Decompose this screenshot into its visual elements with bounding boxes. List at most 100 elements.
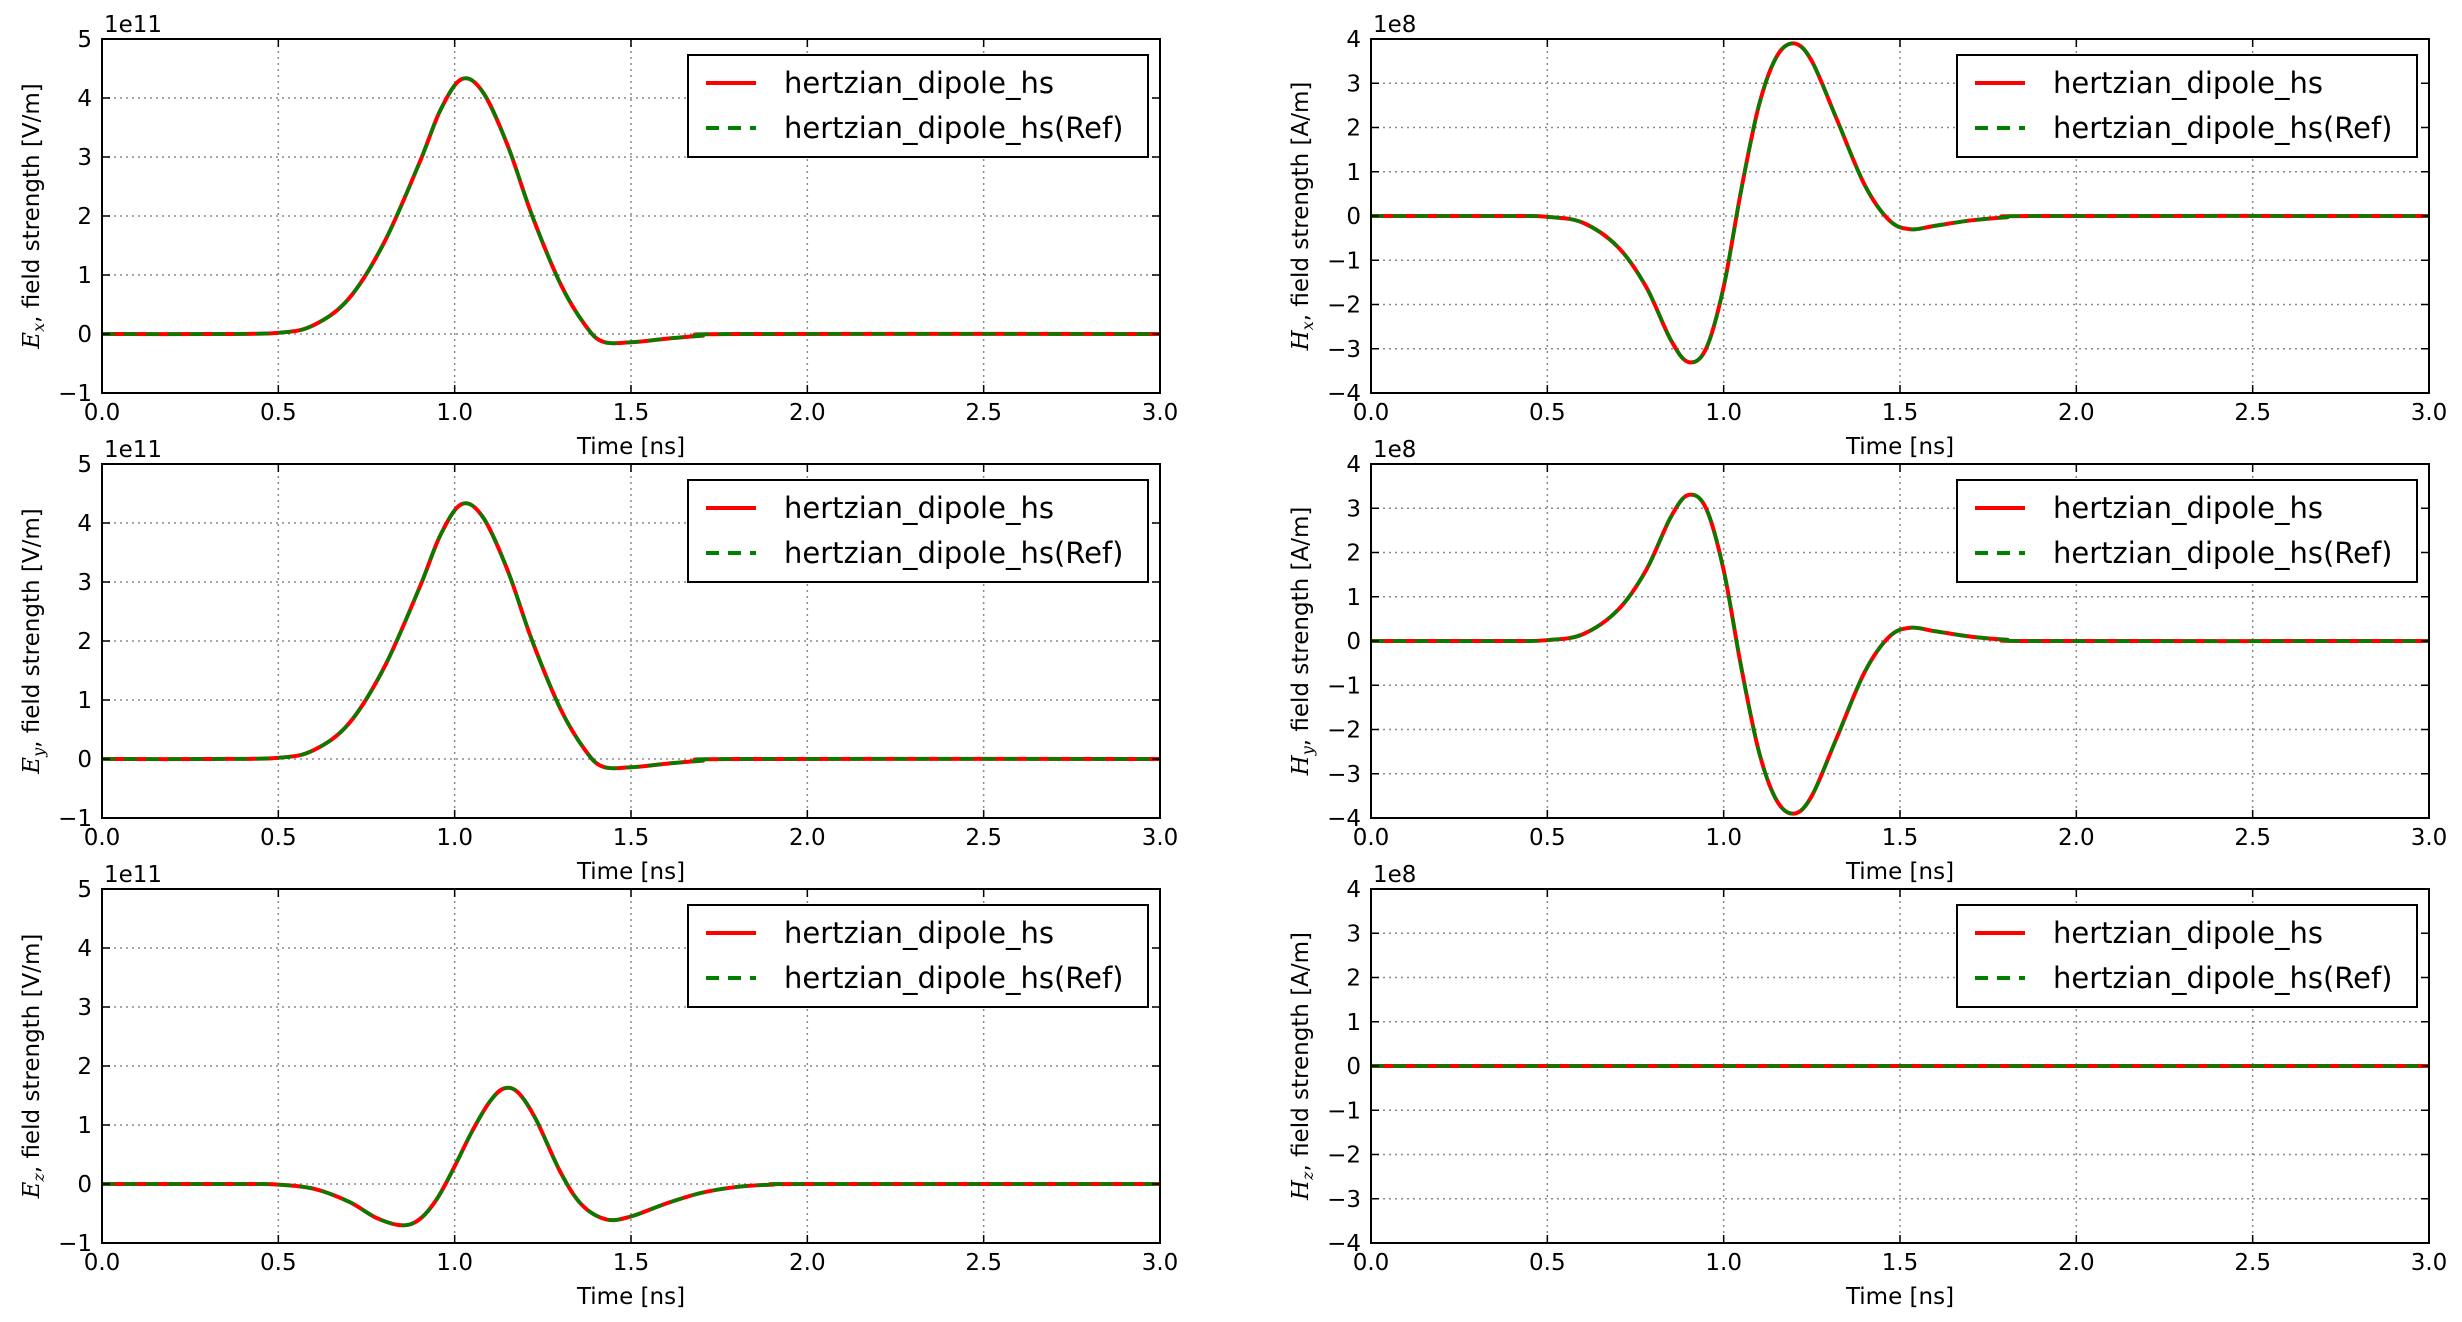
y-tick-label: −1 [1327,1098,1361,1124]
legend-box [1956,904,2418,1008]
y-tick-label: 2 [1346,116,1361,142]
y-tick-label: −1 [1327,673,1361,699]
legend-label-model: hertzian_dipole_hs [2053,491,2323,525]
x-tick-label: 1.0 [436,825,473,851]
y-tick-label: −1 [58,381,92,407]
x-tick-label: 1.5 [613,825,650,851]
legend-box [687,54,1149,158]
y-axis-label-symbol: E [19,1181,45,1199]
y-axis-label-text: , field strength [A/m] [1288,507,1314,747]
x-tick-label: 1.0 [436,1250,473,1276]
x-tick-label: 2.0 [789,1250,826,1276]
legend: hertzian_dipole_hs hertzian_dipole_hs(Ref… [1956,54,2418,158]
x-tick-label: 2.5 [2234,1250,2271,1276]
series-line-reference [101,1085,1161,1228]
x-tick-label: 2.0 [789,825,826,851]
offset-label: 1e8 [1373,12,1416,38]
x-tick-label: 0.5 [1529,400,1566,426]
offset-label: 1e11 [104,437,162,463]
x-tick-label: 3.0 [1142,400,1179,426]
x-tick-label: 1.0 [1705,400,1742,426]
y-tick-label: −3 [1327,762,1361,788]
panel-ex: 0.0 0.5 1.0 1.5 2.0 2.5 3.0 −1 0 1 2 3 4 5 1e11 Time [n… [19,12,1178,460]
y-axis-label-subscript: z [1298,1171,1317,1181]
x-tick-label: 3.0 [1142,825,1179,851]
y-tick-label: 4 [77,936,92,962]
offset-label: 1e11 [104,862,162,888]
series-line-reference [101,76,1161,345]
legend-label-model: hertzian_dipole_hs [2053,916,2323,950]
y-tick-label: −2 [1327,1143,1361,1169]
y-tick-label: 1 [77,688,92,714]
legend-label-reference: hertzian_dipole_hs(Ref) [2053,961,2392,995]
legend: hertzian_dipole_hs hertzian_dipole_hs(Ref… [687,904,1149,1008]
y-axis-label: Ex, field strength [V/m] [19,83,48,349]
y-tick-label: 5 [77,27,92,53]
x-tick-label: 0.0 [84,1250,121,1276]
y-tick-label: 1 [1346,160,1361,186]
y-tick-label: −1 [58,806,92,832]
x-tick-label: 2.5 [965,400,1002,426]
series-line-reference [1370,41,2430,365]
x-tick-label: 0.0 [84,825,121,851]
panel-hz: 0.0 0.5 1.0 1.5 2.0 2.5 3.0 −4 −3 −2 −1 0 1 2 3 4 1e8 Tim… [1288,862,2447,1310]
y-tick-label: 1 [77,1113,92,1139]
y-tick-label: −2 [1327,293,1361,319]
y-tick-label: 3 [77,145,92,171]
legend-label-model: hertzian_dipole_hs [784,916,1054,950]
x-tick-label: 1.0 [436,400,473,426]
x-tick-label: 0.0 [1353,1250,1390,1276]
x-tick-label: 3.0 [2411,825,2448,851]
y-tick-label: 2 [1346,966,1361,992]
x-tick-label: 3.0 [1142,1250,1179,1276]
x-tick-label: 1.5 [1882,1250,1919,1276]
legend-label-reference: hertzian_dipole_hs(Ref) [784,111,1123,145]
y-axis-label: Ey, field strength [V/m] [19,508,48,774]
panel-ey: 0.0 0.5 1.0 1.5 2.0 2.5 3.0 −1 0 1 2 3 4 5 1e11 Time [n… [19,437,1178,885]
legend-box [1956,54,2418,158]
x-tick-label: 1.5 [613,1250,650,1276]
legend-label-reference: hertzian_dipole_hs(Ref) [2053,536,2392,570]
y-axis-label-symbol: E [19,757,45,775]
y-tick-label: 1 [1346,1010,1361,1036]
y-tick-label: −1 [58,1231,92,1257]
y-tick-label: 3 [77,995,92,1021]
x-tick-label: 2.5 [965,825,1002,851]
y-tick-label: 2 [1346,541,1361,567]
legend: hertzian_dipole_hs hertzian_dipole_hs(Ref… [687,54,1149,158]
x-axis-label: Time [ns] [1845,1284,1954,1310]
x-tick-label: 1.5 [1882,825,1919,851]
legend-label-reference: hertzian_dipole_hs(Ref) [2053,111,2392,145]
offset-label: 1e8 [1373,437,1416,463]
y-axis-label-symbol: E [19,332,45,350]
x-tick-label: 2.0 [2058,825,2095,851]
y-tick-label: 3 [1346,71,1361,97]
x-axis-label: Time [ns] [576,434,685,460]
x-tick-label: 0.5 [260,1250,297,1276]
legend-box [687,904,1149,1008]
x-tick-label: 2.5 [2234,400,2271,426]
y-axis-label-text: , field strength [V/m] [19,934,45,1174]
series-line-reference [1370,492,2430,816]
y-tick-label: −3 [1327,1187,1361,1213]
legend: hertzian_dipole_hs hertzian_dipole_hs(Ref… [1956,904,2418,1008]
y-axis-label-subscript: y [29,747,48,758]
x-tick-label: 2.0 [2058,1250,2095,1276]
x-tick-label: 3.0 [2411,400,2448,426]
x-axis-label: Time [ns] [1845,859,1954,885]
x-axis-label: Time [ns] [576,1284,685,1310]
y-tick-label: 0 [1346,629,1361,655]
x-tick-label: 2.0 [2058,400,2095,426]
y-axis-label-text: , field strength [A/m] [1288,932,1314,1172]
y-tick-label: 2 [77,1054,92,1080]
y-tick-label: 2 [77,629,92,655]
panel-ez: 0.0 0.5 1.0 1.5 2.0 2.5 3.0 −1 0 1 2 3 4 5 1e11 Time [n… [19,862,1178,1310]
y-tick-label: −4 [1327,1231,1361,1257]
y-axis-label-symbol: H [1288,329,1314,351]
x-tick-label: 0.5 [260,400,297,426]
y-tick-label: 5 [77,452,92,478]
y-axis-label: Hx, field strength [A/m] [1288,82,1317,352]
y-axis-label-subscript: x [1298,321,1317,330]
x-tick-label: 0.5 [260,825,297,851]
legend-box [1956,479,2418,583]
